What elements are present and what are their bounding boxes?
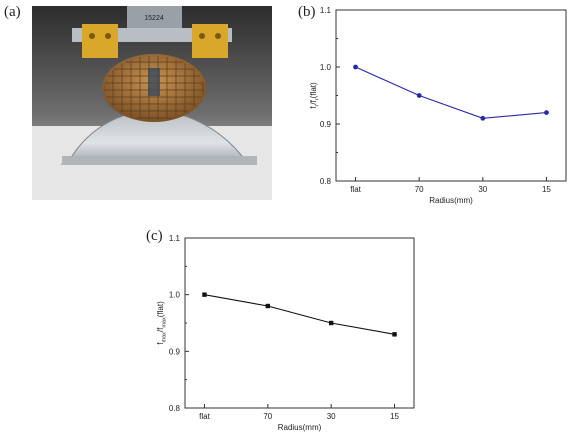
x-tick-label-b: 30 [478,185,487,194]
y-axis-label-part-sub1: max [162,332,168,343]
y-axis-label-part-main1: f [309,106,318,109]
left-clamp [82,24,118,58]
y-axis-label-part-mid: /f [309,99,318,104]
y-tick-label-c: 0.9 [169,347,181,356]
y-axis-label-part-sub1: r [315,104,321,106]
data-point-c [328,320,334,326]
y-tick-label-c: 1.0 [169,291,181,300]
y-tick-label-b: 0.8 [320,177,332,186]
y-axis-label-part-sub2: max [162,317,168,328]
data-point-c [392,332,397,337]
wafer-bending-photo: 15224 [32,6,272,200]
panel-label-b: (b) [298,4,316,20]
x-axis-label-c: Radius(mm) [278,423,322,432]
x-tick-label-b: flat [350,185,361,194]
x-tick-label-b: 15 [542,185,551,194]
mould-base [62,156,257,164]
data-point-b [480,115,486,121]
y-axis-label-part-tail: (flat) [309,82,318,98]
data-point-b [416,93,422,98]
y-tick-label-c: 0.8 [169,404,181,413]
right-clamp [192,24,228,58]
x-tick-label-c: 30 [327,412,336,421]
y-axis-label-part-sub2: r [315,98,321,100]
plot-frame-c [184,237,415,409]
probe-tip [148,68,160,96]
series-line-c [204,294,395,335]
y-tick-label-c: 1.1 [169,234,181,243]
panel-label-c: (c) [146,228,163,244]
x-tick-label-b: 70 [415,185,424,194]
panel-label-a: (a) [4,4,21,20]
series-line-b [355,66,547,119]
y-axis-label-c: fmax/fmax(flat) [156,301,168,345]
x-tick-label-c: flat [199,412,210,421]
data-point-c [265,303,271,309]
x-axis-label-b: Radius(mm) [429,196,473,205]
y-tick-label-b: 1.1 [320,6,332,15]
data-point-b [353,64,358,70]
y-axis-label-part-mid: /f [156,327,165,332]
machine-serial-label: 15224 [144,15,164,22]
y-tick-label-b: 0.9 [320,120,332,129]
y-axis-label-b: fr/fr(flat) [309,82,321,109]
y-axis-label-part-main1: f [156,342,165,345]
x-tick-label-c: 15 [390,412,399,421]
x-tick-label-c: 70 [263,412,272,421]
y-axis-label-part-tail: (flat) [156,301,165,317]
y-tick-label-b: 1.0 [320,63,332,72]
data-point-b [544,110,549,115]
data-point-c [202,292,207,297]
